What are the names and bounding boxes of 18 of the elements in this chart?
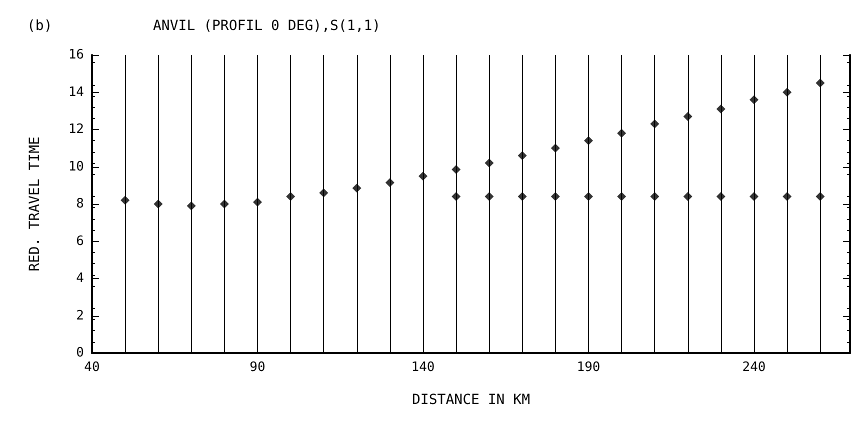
y-tick-label: 8 bbox=[76, 196, 84, 212]
y-axis-title: RED. TRAVEL TIME bbox=[27, 136, 43, 272]
x-tick-label: 240 bbox=[742, 360, 766, 375]
x-tick-label: 140 bbox=[411, 360, 435, 375]
x-tick-label: 40 bbox=[84, 360, 100, 375]
x-tick-label: 190 bbox=[576, 360, 600, 375]
y-tick-label: 6 bbox=[76, 234, 84, 249]
y-tick-label: 10 bbox=[68, 159, 84, 174]
x-axis-title: DISTANCE IN KM bbox=[412, 392, 530, 408]
chart-title: ANVIL (PROFIL 0 DEG),S(1,1) bbox=[153, 18, 381, 34]
y-tick-label: 14 bbox=[68, 84, 84, 100]
text: (b) bbox=[27, 18, 52, 34]
y-tick-label: 12 bbox=[68, 122, 84, 137]
y-tick-label: 16 bbox=[68, 48, 84, 62]
y-tick-label: 2 bbox=[76, 308, 84, 324]
x-tick-label: 90 bbox=[250, 360, 266, 375]
y-tick-label: 0 bbox=[76, 346, 84, 360]
y-tick-label: 4 bbox=[76, 271, 84, 286]
